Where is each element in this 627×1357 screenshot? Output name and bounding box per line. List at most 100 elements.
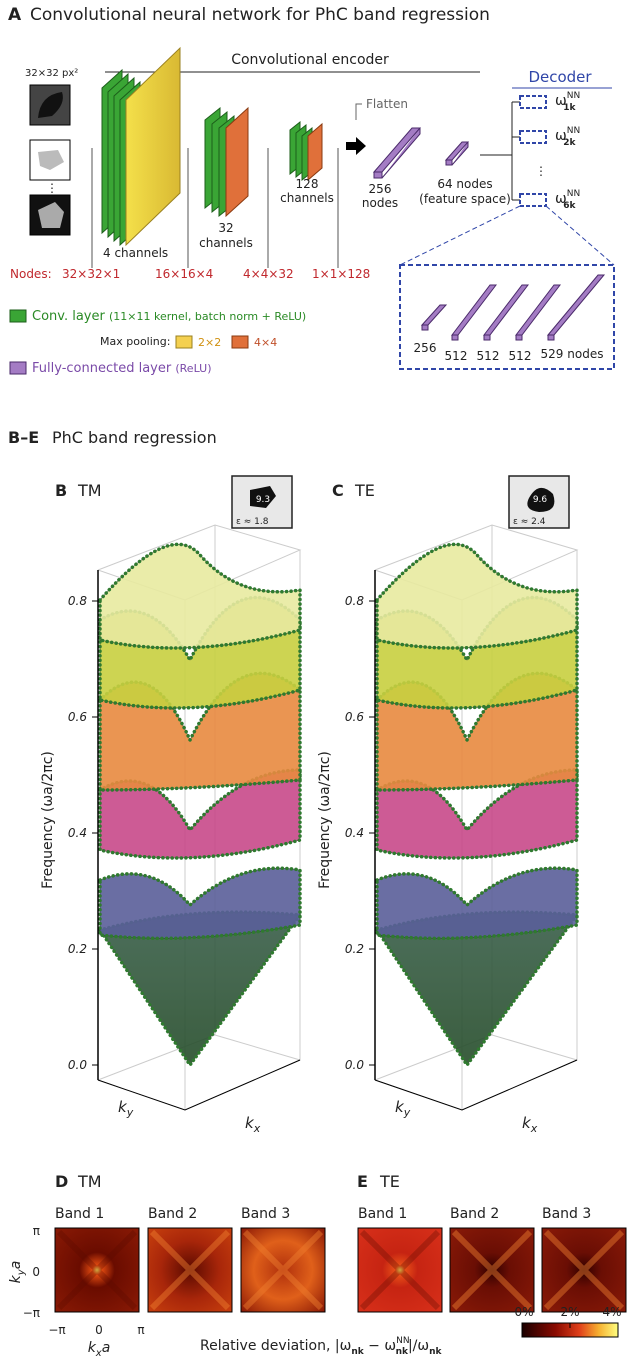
heatmap-pattern [543,1229,625,1311]
input-size: 32×32 px² [25,68,78,79]
ellipsis: ⋮ [535,164,547,178]
layer-label: 4 channels [103,246,168,260]
z-tick-label: 0.4 [68,826,87,840]
y-axis-label: kya [8,1261,27,1284]
band-label: Band 3 [241,1206,290,1222]
nodes-value: 1×1×128 [312,267,370,281]
nodes-value: 32×32×1 [62,267,120,281]
encoder-label: Convolutional encoder [231,52,389,68]
heatmap-pattern [56,1229,138,1311]
x-axis-label: kxa [88,1340,111,1357]
nodes-value: 4×4×32 [243,267,294,281]
input-shape [38,202,64,228]
layer-label: 32 [218,221,233,235]
heatmap-pattern [359,1229,441,1311]
decoder-layers [420,274,606,341]
decoder-branch [480,101,520,201]
nodes-value: 16×16×4 [155,267,213,281]
decoder-node: 529 nodes [541,347,604,361]
panel-title: Convolutional neural network for PhC ban… [30,5,490,25]
band-label: Band 3 [542,1206,591,1222]
z-axis-label: Frequency (ωa/2πc) [317,751,333,889]
legend-swatch [175,335,193,349]
output-label: ωNN 1k [555,91,580,113]
band-points [98,542,302,650]
axis-label: kx [522,1114,538,1135]
panel-label: E [357,1172,368,1191]
y-tick-label: 0 [32,1265,40,1279]
panel-label: A [8,5,22,25]
nodes-label: Nodes: [10,267,52,281]
decoder-node: 256 [414,341,437,355]
axis-label-base: k [395,1098,405,1116]
decoder-node: 512 [445,349,468,363]
inset-epsilon: ε ≈ 1.8 [236,517,269,527]
z-tick-label: 0.8 [345,594,364,608]
panel-mode: TE [354,481,375,500]
band-surface [376,544,578,649]
fc-layer [372,127,422,179]
band-plot: B TM 9.3 ε ≈ 1.8 0.0 0.2 0.4 0.6 0.8 Frequency (ω… [40,475,304,1135]
layer-label: 256 [369,182,392,196]
axis-label-base: k [118,1098,128,1116]
decoder-label: Decoder [528,68,592,86]
inset-value: 9.3 [256,495,270,505]
section-title: PhC band regression [52,428,217,447]
axis-label: ky [395,1098,411,1119]
colorbar-label: Relative deviation, |ωnk − ωNN nk|/ωnk [200,1336,443,1357]
z-tick-label: 0.8 [68,594,87,608]
axis-label-sub: y [126,1106,134,1119]
z-tick-label: 0.6 [345,710,364,724]
section-label: B–E [8,428,39,447]
heatmap [147,1227,233,1313]
panel-mode: TM [77,481,102,500]
decoder-node: 512 [509,349,532,363]
z-tick-label: 0.2 [345,942,364,956]
inset [231,475,293,529]
band-points [375,866,579,941]
inset-value: 9.6 [533,495,548,505]
legend-fc: Fully-connected layer (ReLU) [32,361,212,376]
band-points [375,542,579,650]
band-label: Band 2 [148,1206,197,1222]
y-tick-label: π [33,1224,40,1238]
colorbar-tick-label: 2% [560,1305,579,1319]
output-label: ωNN 2k [555,126,580,148]
legend-pool: 2×2 [198,336,221,349]
panel-mode: TE [379,1172,400,1191]
axis-label-base: k [522,1114,532,1132]
legend-swatch [9,309,27,323]
axis-frame [374,1059,578,1111]
panel-mode: TM [77,1172,102,1191]
inset-epsilon: ε ≈ 2.4 [513,517,546,527]
inset-shape [527,487,555,512]
z-tick-label: 0.6 [68,710,87,724]
axis-label-sub: x [530,1122,538,1135]
input-shape [38,150,64,170]
z-tick-label: 0.0 [345,1058,364,1072]
band-plot: C TE 9.6 ε ≈ 2.4 0.0 0.2 0.4 0.6 0.8 Frequency (ω… [317,475,581,1135]
flatten-label: Flatten [366,97,408,111]
decoder-outputs [519,95,547,207]
ellipsis: ⋮ [46,181,58,195]
band-surface [99,867,301,939]
heatmap [449,1227,535,1313]
flatten-bracket [355,103,362,120]
axis-label-sub: x [253,1122,261,1135]
heatmap [357,1227,443,1313]
axis-label-sub: y [403,1106,411,1119]
conv-layer-2 [204,106,249,218]
legend-pooling: Max pooling: [100,335,170,348]
x-tick-label: 0 [95,1323,103,1337]
x-tick-label: −π [48,1323,65,1337]
panel-label: C [332,481,344,500]
x-tick-label: π [137,1323,144,1337]
decoder-node: 512 [477,349,500,363]
legend-conv: Conv. layer (11×11 kernel, batch norm + … [32,309,306,324]
axis-label-base: k [245,1114,255,1132]
layer-label: channels [280,191,334,205]
heatmap-pattern [149,1229,231,1311]
panel-label: B [55,481,67,500]
y-tick-label: −π [23,1306,40,1320]
